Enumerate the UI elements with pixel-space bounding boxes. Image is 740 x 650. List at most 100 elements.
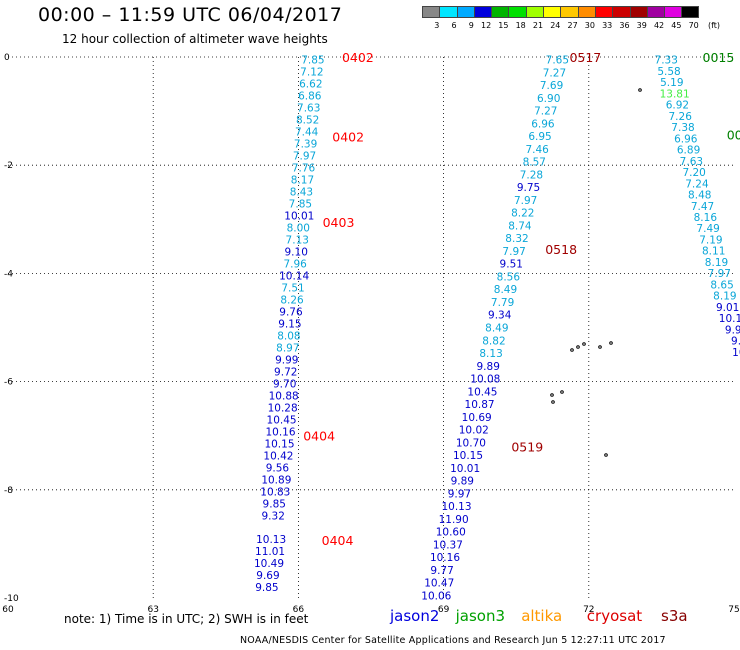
wave-height-label: 10.15 — [264, 438, 294, 450]
island-mark — [560, 390, 564, 394]
wave-height-label: 8.43 — [290, 187, 313, 199]
x-tick-label: 72 — [583, 605, 594, 615]
wave-height-label: 7.51 — [281, 282, 304, 294]
wave-height-label: 8.56 — [497, 271, 521, 283]
wave-height-label: 8.57 — [523, 157, 546, 169]
island-mark — [550, 393, 554, 397]
island-mark — [638, 88, 642, 92]
wave-height-label: 6.90 — [537, 93, 560, 105]
wave-height-label: 8.32 — [505, 233, 528, 245]
time-label: 0517 — [569, 50, 601, 65]
legend-value: 21 — [532, 21, 544, 30]
wave-height-label: 10.83 — [260, 486, 290, 498]
time-label: 0016 — [727, 127, 740, 142]
time-label: 0402 — [342, 50, 374, 65]
wave-height-label: 7.96 — [283, 259, 307, 271]
wave-height-label: 10.47 — [424, 578, 454, 590]
wave-height-label: 7.85 — [301, 55, 324, 67]
y-tick-label: -10 — [4, 594, 19, 604]
wave-height-label: 10.45 — [267, 414, 297, 426]
wave-height-label: 9.01 — [716, 302, 739, 314]
legend-swatches — [422, 6, 699, 18]
legend-swatch — [422, 6, 440, 18]
legend-value: 15 — [498, 21, 509, 30]
island-mark — [582, 342, 586, 346]
wave-height-label: 10 — [732, 347, 740, 359]
satellite-jason2: jason2 — [390, 607, 440, 625]
legend-value: 36 — [619, 21, 630, 30]
wave-height-label: 7.49 — [696, 223, 719, 235]
y-tick-label: -2 — [4, 161, 13, 171]
wave-height-label: 8.52 — [296, 115, 319, 127]
wave-height-label: 9.72 — [274, 366, 297, 378]
wave-height-label: 9.75 — [517, 182, 540, 194]
wave-height-label: 7.97 — [293, 151, 316, 163]
x-tick-label: 66 — [293, 605, 305, 615]
wave-height-label: 8.19 — [705, 257, 728, 269]
wave-height-label: 10.08 — [470, 374, 500, 386]
wave-height-label: 5.58 — [657, 66, 680, 78]
wave-height-label: 6.96 — [531, 118, 555, 130]
wave-height-label: 7.97 — [708, 268, 731, 280]
time-label: 0404 — [322, 533, 354, 548]
legend-value: 33 — [602, 21, 613, 30]
wave-height-label: 8.00 — [287, 223, 310, 235]
wave-height-label: 10.01 — [284, 211, 314, 223]
wave-height-label: 9. — [731, 336, 740, 348]
wave-height-label: 7.28 — [520, 169, 543, 181]
y-tick-label: -8 — [4, 486, 13, 496]
wave-height-label: 9.77 — [430, 565, 453, 577]
wave-height-label: 7.63 — [680, 156, 703, 168]
wave-height-label: 10.02 — [459, 425, 489, 437]
wave-height-label: 10.15 — [453, 450, 483, 462]
wave-height-label: 11.01 — [255, 546, 285, 558]
credit-line: NOAA/NESDIS Center for Satellite Applica… — [240, 635, 666, 646]
wave-height-label: 9.89 — [477, 361, 500, 373]
wave-height-label: 7.27 — [543, 67, 566, 79]
footer-note: note: 1) Time is in UTC; 2) SWH is in fe… — [64, 612, 309, 626]
wave-height-label: 6.92 — [666, 100, 689, 112]
x-tick-label: 69 — [438, 605, 450, 615]
wave-height-label: 9.9 — [725, 324, 740, 336]
wave-height-label: 7.19 — [699, 234, 722, 246]
time-label: 0519 — [511, 440, 543, 455]
wave-height-label: 7.97 — [502, 246, 525, 258]
wave-height-label: 7.13 — [286, 235, 309, 247]
wave-height-label: 8.11 — [702, 246, 725, 258]
wave-height-label: 7.47 — [691, 201, 714, 213]
island-mark — [576, 345, 580, 349]
wave-height-label: 10.70 — [456, 437, 486, 449]
wave-height-label: 8.49 — [485, 323, 508, 335]
legend-value: 30 — [584, 21, 595, 30]
wave-height-label: 8.13 — [479, 348, 502, 360]
wave-height-label: 10.14 — [279, 270, 309, 282]
island-mark — [551, 400, 555, 404]
wave-height-label: 10.16 — [265, 426, 295, 438]
x-tick-label: 60 — [2, 605, 14, 615]
wave-height-label: 7.20 — [682, 167, 705, 179]
legend-swatch — [594, 6, 613, 18]
wave-height-label: 7.33 — [655, 55, 678, 67]
wave-height-label: 8.17 — [291, 175, 314, 187]
wave-height-label: 7.38 — [671, 122, 694, 134]
wave-height-label: 8.82 — [482, 335, 505, 347]
legend-swatch — [543, 6, 561, 18]
y-tick-label: -6 — [4, 378, 13, 388]
legend-swatch — [508, 6, 526, 18]
island-mark — [598, 345, 602, 349]
legend-swatch — [681, 6, 699, 18]
wave-height-label: 8.16 — [694, 212, 718, 224]
wave-height-label: 6.86 — [298, 91, 322, 103]
wave-height-label: 9.69 — [256, 570, 279, 582]
wave-height-label: 7.69 — [540, 80, 563, 92]
wave-height-label: 10.42 — [263, 450, 293, 462]
y-tick-label: -4 — [4, 269, 13, 279]
wave-height-label: 10.45 — [467, 386, 497, 398]
legend-value: 70 — [688, 21, 699, 30]
wave-height-label: 9.89 — [451, 476, 474, 488]
x-tick-label: 63 — [147, 605, 158, 615]
wave-height-label: 7.63 — [297, 103, 320, 115]
wave-height-label: 9.51 — [500, 259, 523, 271]
legend-value: 9 — [468, 21, 474, 30]
wave-height-label: 7.26 — [669, 111, 693, 123]
